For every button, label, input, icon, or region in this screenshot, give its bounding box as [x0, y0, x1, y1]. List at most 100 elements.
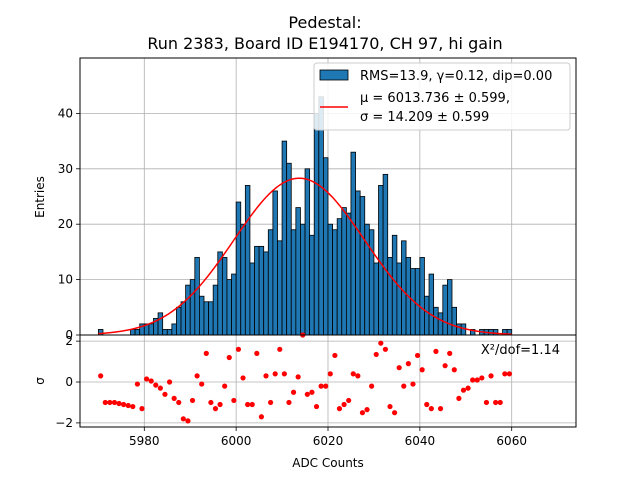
residual-point: [148, 378, 154, 384]
residual-point: [442, 363, 448, 369]
histogram-bar: [350, 151, 356, 336]
histogram-bar: [396, 262, 402, 336]
residual-point: [176, 399, 182, 406]
residual-point: [433, 348, 439, 354]
residual-point: [369, 383, 375, 389]
residual-point: [277, 346, 283, 352]
histogram-bar: [433, 306, 439, 336]
residual-point: [387, 403, 393, 410]
histogram-bar: [176, 306, 182, 336]
residual-point: [346, 397, 352, 404]
residual-point: [254, 350, 260, 356]
histogram-bar: [451, 306, 457, 336]
histogram-bar: [419, 257, 425, 336]
histogram-bar: [272, 190, 278, 336]
residual-point: [240, 375, 246, 381]
histogram-bar: [345, 212, 352, 336]
chart-title-line1: Pedestal:: [288, 13, 361, 32]
residual-point: [267, 399, 274, 406]
histogram-bar: [281, 140, 288, 336]
histogram-bar: [235, 201, 242, 336]
histogram-bar: [194, 257, 200, 336]
residual-point: [286, 399, 292, 406]
residual-point: [336, 406, 343, 412]
residual-point: [263, 373, 269, 379]
x-tick-label: 6020: [313, 434, 344, 448]
residual-point: [121, 401, 127, 408]
residual-point: [231, 397, 237, 404]
histogram-bar: [263, 251, 269, 336]
histogram-bar: [208, 301, 214, 336]
histogram-bar: [295, 207, 301, 336]
residual-point: [134, 381, 141, 387]
legend-fit-line1: μ = 6013.736 ± 0.599,: [360, 91, 510, 106]
histogram-bars: [97, 96, 513, 336]
histogram-bar: [309, 234, 315, 336]
residual-point: [180, 416, 186, 422]
chi2-label: Χ²/dof=1.14: [481, 343, 560, 358]
gaussian-fit-curve: [98, 177, 512, 335]
residual-point: [327, 371, 333, 377]
residual-point: [281, 371, 287, 377]
residual-point: [194, 373, 200, 379]
histogram-bar: [332, 229, 338, 336]
residual-point: [502, 371, 508, 377]
residual-point: [217, 401, 223, 408]
x-tick-label: 5980: [129, 434, 160, 448]
histogram-bar: [212, 284, 219, 336]
residual-point: [493, 399, 499, 406]
histogram-bar: [424, 295, 430, 336]
histogram-bar: [244, 185, 251, 336]
residual-point: [130, 403, 136, 410]
x-tick-label: 6000: [221, 434, 252, 448]
residual-point: [185, 418, 191, 424]
residual-point: [474, 377, 480, 383]
residual-point: [226, 354, 232, 361]
residual-point: [116, 400, 122, 407]
histogram-bar: [428, 273, 435, 336]
histogram-bar: [180, 301, 187, 336]
histogram-bar: [387, 257, 393, 336]
residual-point: [189, 397, 196, 404]
residual-point: [405, 361, 411, 367]
histogram-bar: [323, 157, 329, 336]
residual-point: [98, 373, 104, 379]
residual-point: [139, 406, 145, 412]
residual-point: [143, 376, 150, 382]
histogram-bar: [189, 279, 196, 336]
residual-point: [102, 399, 108, 406]
histogram-bar: [456, 323, 462, 336]
legend-fit-line2: σ = 14.209 ± 0.599: [360, 110, 489, 125]
residual-point: [272, 371, 278, 377]
histogram-bar: [134, 329, 141, 336]
histogram-bar: [401, 240, 407, 336]
histogram-bar: [199, 295, 205, 336]
residual-point: [460, 387, 467, 393]
histogram-bar: [313, 113, 320, 336]
histogram-bar: [327, 223, 333, 336]
histogram-bar: [336, 218, 343, 336]
residual-point: [304, 391, 310, 397]
residual-point: [318, 383, 324, 389]
histogram-bar: [442, 284, 448, 336]
residual-point: [208, 399, 214, 406]
histogram-bar: [166, 329, 173, 336]
histogram-bar: [171, 323, 177, 336]
histogram-bar: [286, 162, 292, 336]
residual-point: [295, 374, 301, 380]
residual-point: [506, 371, 513, 377]
legend-hist-swatch: [319, 69, 349, 81]
histogram-bar: [130, 329, 136, 336]
bottom-y-axis-label: σ: [33, 377, 47, 385]
histogram-bar: [157, 312, 164, 336]
x-ticks: 5980 6000 6020 6040 6060: [129, 427, 527, 448]
histogram-bar: [382, 173, 389, 336]
residual-point: [222, 383, 228, 389]
residual-point: [258, 414, 265, 420]
residual-point: [153, 382, 159, 388]
residual-point: [488, 373, 494, 379]
histogram-bar: [185, 284, 191, 336]
residual-point: [479, 375, 485, 381]
histogram-bar: [355, 190, 361, 336]
